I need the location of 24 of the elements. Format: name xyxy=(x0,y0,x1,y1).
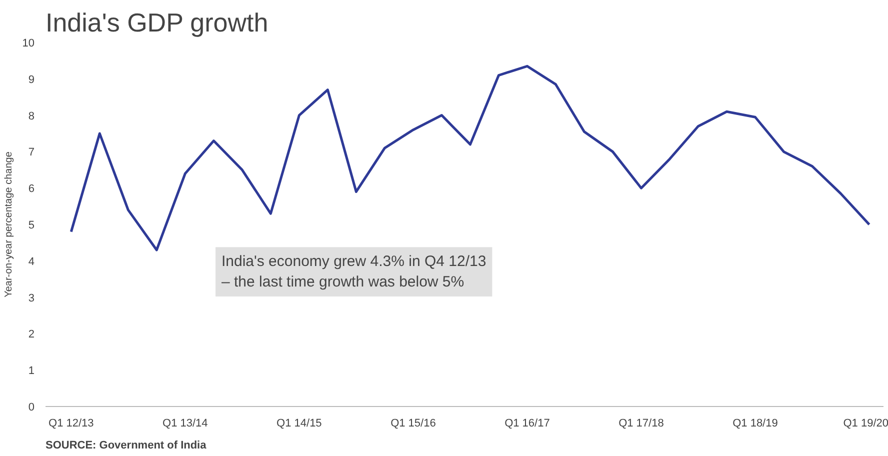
y-tick-label: 3 xyxy=(28,292,35,304)
y-tick-label: 6 xyxy=(28,183,35,196)
x-tick-label: Q1 16/17 xyxy=(504,418,550,430)
chart-title: India's GDP growth xyxy=(46,8,268,38)
y-tick-label: 5 xyxy=(28,220,35,232)
line-series xyxy=(70,64,870,252)
x-tick-label: Q1 13/14 xyxy=(162,418,208,430)
y-tick-label: 9 xyxy=(28,74,35,86)
source-note: SOURCE: Government of India xyxy=(46,440,208,452)
x-tick-label: Q1 15/16 xyxy=(390,418,436,430)
x-tick-label: Q1 18/19 xyxy=(732,418,778,430)
x-tick-label: Q1 12/13 xyxy=(48,418,94,430)
y-tick-label: 2 xyxy=(28,328,35,341)
y-tick-label: 7 xyxy=(28,146,35,159)
x-tick-label: Q1 17/18 xyxy=(618,418,664,430)
x-tick-label: Q1 19/20 xyxy=(843,418,888,430)
y-tick-label: 4 xyxy=(28,256,35,268)
x-tick-label: Q1 14/15 xyxy=(276,418,322,430)
y-axis-title: Year-on-year percentage change xyxy=(3,151,14,298)
y-tick-label: 8 xyxy=(28,110,35,122)
y-tick-label: 0 xyxy=(28,402,35,414)
y-tick-label: 1 xyxy=(28,365,35,378)
y-tick-label: 10 xyxy=(22,38,35,50)
annotation: India's economy grew 4.3% in Q4 12/13 – the last time growth was below 5% xyxy=(222,253,486,290)
